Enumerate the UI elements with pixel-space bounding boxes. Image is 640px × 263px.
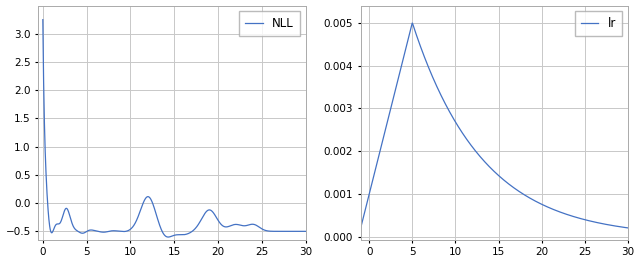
Legend: lr: lr [575, 12, 622, 36]
Legend: NLL: NLL [239, 12, 300, 36]
